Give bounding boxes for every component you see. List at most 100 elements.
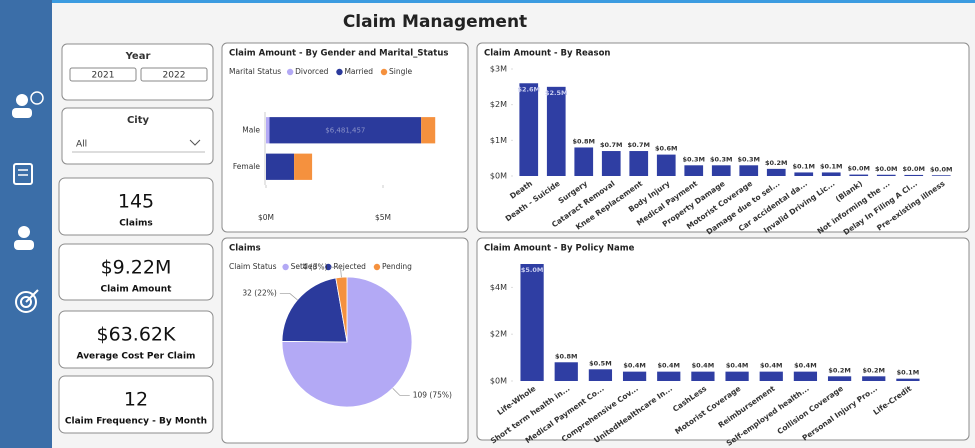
data-label: $0.4M — [794, 362, 817, 370]
nav-icons — [12, 91, 44, 313]
chart-panel — [476, 42, 970, 233]
nav-target-icon[interactable] — [15, 289, 39, 313]
year-option[interactable]: 2021 — [92, 71, 115, 81]
card-label: Average Cost Per Claim — [77, 352, 196, 362]
legend-swatch — [380, 68, 388, 76]
year-button[interactable] — [69, 67, 137, 82]
bar — [793, 371, 818, 381]
card — [58, 177, 214, 236]
legend-label: Settled — [291, 262, 318, 271]
bar — [759, 371, 783, 381]
page-title: Claim Management — [343, 12, 527, 32]
data-label: $0.7M — [600, 141, 623, 149]
y-tick-label: $2M — [490, 100, 507, 109]
bar — [554, 362, 578, 381]
legend-swatch — [373, 263, 381, 271]
bar — [601, 151, 621, 176]
bar — [711, 165, 731, 176]
bar — [691, 371, 715, 381]
data-label: $0.8M — [555, 352, 578, 360]
leader-line — [392, 387, 410, 396]
legend-title: Marital Status — [229, 67, 281, 76]
leader-line — [330, 266, 342, 278]
year-option[interactable]: 2022 — [163, 71, 186, 81]
data-label: $0.4M — [726, 362, 749, 370]
sidebar — [0, 0, 52, 448]
data-label: $0.4M — [657, 362, 680, 370]
data-label: $0.2M — [828, 366, 851, 374]
bar — [725, 371, 749, 381]
data-label: $0.1M — [897, 369, 920, 377]
data-label: $0.8M — [572, 137, 595, 145]
bar — [862, 376, 886, 381]
data-label: $0.3M — [737, 155, 760, 163]
data-label: $0.0M — [847, 165, 870, 173]
data-label: $5.0M — [521, 266, 544, 274]
card-label: Claims — [119, 219, 153, 229]
data-label: $0.2M — [862, 366, 885, 374]
data-label: $0.7M — [627, 141, 650, 149]
y-tick-label: $0M — [490, 377, 507, 386]
legend-label: Married — [344, 67, 373, 76]
card — [58, 375, 214, 434]
bar — [657, 371, 681, 381]
nav-agent-icon[interactable] — [14, 226, 34, 250]
card-label: Claim Amount — [100, 285, 172, 295]
year-slicer-label: Year — [125, 51, 151, 62]
data-label: $0.0M — [902, 165, 925, 173]
bar — [827, 376, 852, 381]
data-label: $0.4M — [692, 362, 715, 370]
bar — [520, 264, 544, 381]
city-slicer — [61, 107, 214, 165]
bar-segment — [294, 153, 313, 180]
card — [58, 310, 214, 369]
legend-label: Single — [389, 67, 412, 76]
data-label: $2.6M — [517, 85, 540, 93]
nav-document-icon[interactable] — [13, 163, 33, 185]
bar — [896, 378, 920, 381]
bar — [904, 174, 924, 176]
bar — [739, 165, 759, 176]
nav-customer-icon[interactable] — [12, 91, 44, 118]
y-tick-label: $4M — [490, 283, 507, 292]
bar — [849, 174, 869, 176]
legend-label: Divorced — [295, 67, 329, 76]
card-label: Claim Frequency - By Month — [65, 417, 207, 427]
chart-title: Claim Amount - By Reason — [484, 49, 610, 59]
city-dropdown-value[interactable]: All — [76, 140, 87, 150]
data-label: $0.3M — [710, 155, 733, 163]
chart-panel — [476, 237, 970, 441]
y-tick-label: $2M — [490, 330, 507, 339]
card-value: $63.62K — [97, 324, 176, 346]
bar — [629, 151, 649, 176]
card — [58, 243, 214, 301]
pie-slice — [335, 276, 348, 343]
legend-swatch — [336, 68, 343, 76]
card-value: 12 — [124, 389, 148, 411]
data-label: $0.1M — [820, 162, 843, 170]
card-value: $9.22M — [101, 257, 172, 279]
year-slicer — [61, 43, 214, 101]
year-button[interactable] — [140, 67, 208, 82]
data-label: $0.1M — [792, 162, 815, 170]
legend-swatch — [325, 263, 332, 271]
bar-segment — [269, 117, 422, 144]
dropdown-chevron[interactable] — [189, 139, 201, 146]
data-label: $0.2M — [765, 159, 788, 167]
bar — [684, 165, 704, 176]
data-label: 109 (75%) — [413, 390, 452, 399]
bar — [546, 86, 566, 176]
legend-swatch — [282, 263, 289, 271]
bar — [656, 154, 676, 176]
bar — [622, 371, 647, 381]
bar — [574, 147, 594, 176]
bar-segment — [266, 153, 295, 180]
bar — [821, 172, 841, 176]
bar — [588, 369, 613, 381]
chart-title: Claims — [229, 244, 261, 254]
data-label: $0.3M — [682, 155, 705, 163]
chart-title: Claim Amount - By Gender and Marital_Sta… — [229, 49, 448, 59]
legend-label: Pending — [382, 262, 412, 271]
card-value: 145 — [118, 191, 154, 213]
y-tick-label: Female — [233, 162, 261, 171]
